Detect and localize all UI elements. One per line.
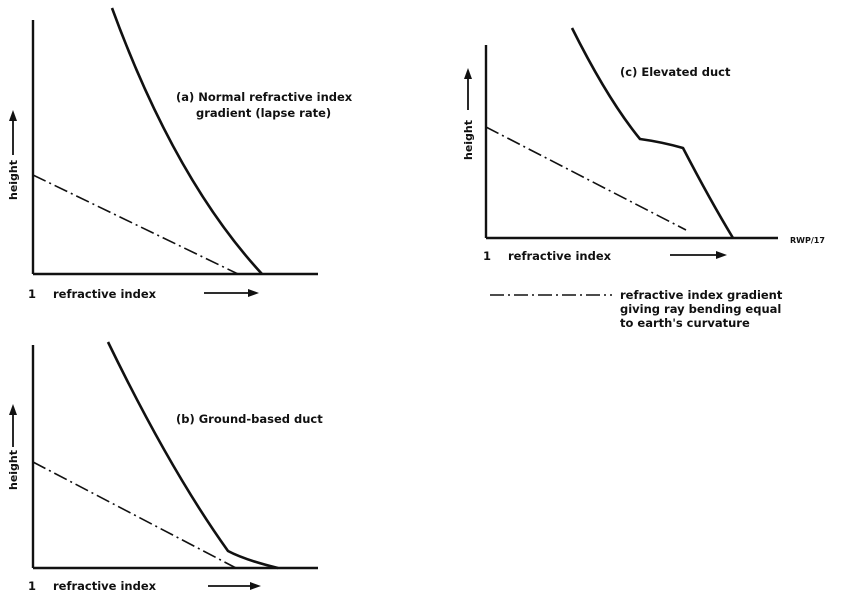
panel-c: (c) Elevated duct height 1 refractive in… [462,27,825,263]
legend-text-line2: giving ray bending equal [620,302,781,316]
panel-b-y-arrowhead [9,404,17,415]
panel-b-caption: (b) Ground-based duct [176,412,323,426]
panel-a-profile-curve [110,7,263,275]
legend: refractive index gradient giving ray ben… [490,288,783,330]
panel-b-y-label: height [7,450,20,490]
panel-a-x-one: 1 [28,287,36,301]
panel-c-y-arrowhead [464,68,472,79]
panel-a-reference-gradient-line [32,174,239,275]
panel-a-y-label: height [7,160,20,200]
panel-b-profile-curve [106,341,279,570]
panel-a-x-label: refractive index [53,287,157,301]
panel-a-y-arrowhead [9,110,17,121]
panel-a-x-arrowhead [248,289,259,297]
panel-b-x-one: 1 [28,579,36,593]
legend-text-line1: refractive index gradient [620,288,783,302]
panel-a-caption-line1: (a) Normal refractive index [176,90,353,104]
panel-b: (b) Ground-based duct height 1 refractiv… [7,341,323,593]
panel-c-reference-gradient-line [485,126,687,231]
figure-code: RWP/17 [790,236,825,245]
panel-c-y-label: height [462,120,475,160]
panel-c-x-label: refractive index [508,249,612,263]
panel-b-x-arrowhead [250,582,261,590]
panel-a-caption-line2: gradient (lapse rate) [196,106,331,120]
panel-a: (a) Normal refractive index gradient (la… [7,7,353,301]
panel-c-x-one: 1 [483,249,491,263]
panel-c-profile-curve [570,27,735,239]
panel-b-reference-gradient-line [32,461,237,569]
panel-c-caption: (c) Elevated duct [620,65,731,79]
legend-text-line3: to earth's curvature [620,316,750,330]
panel-c-x-arrowhead [716,251,727,259]
panel-b-x-label: refractive index [53,579,157,593]
